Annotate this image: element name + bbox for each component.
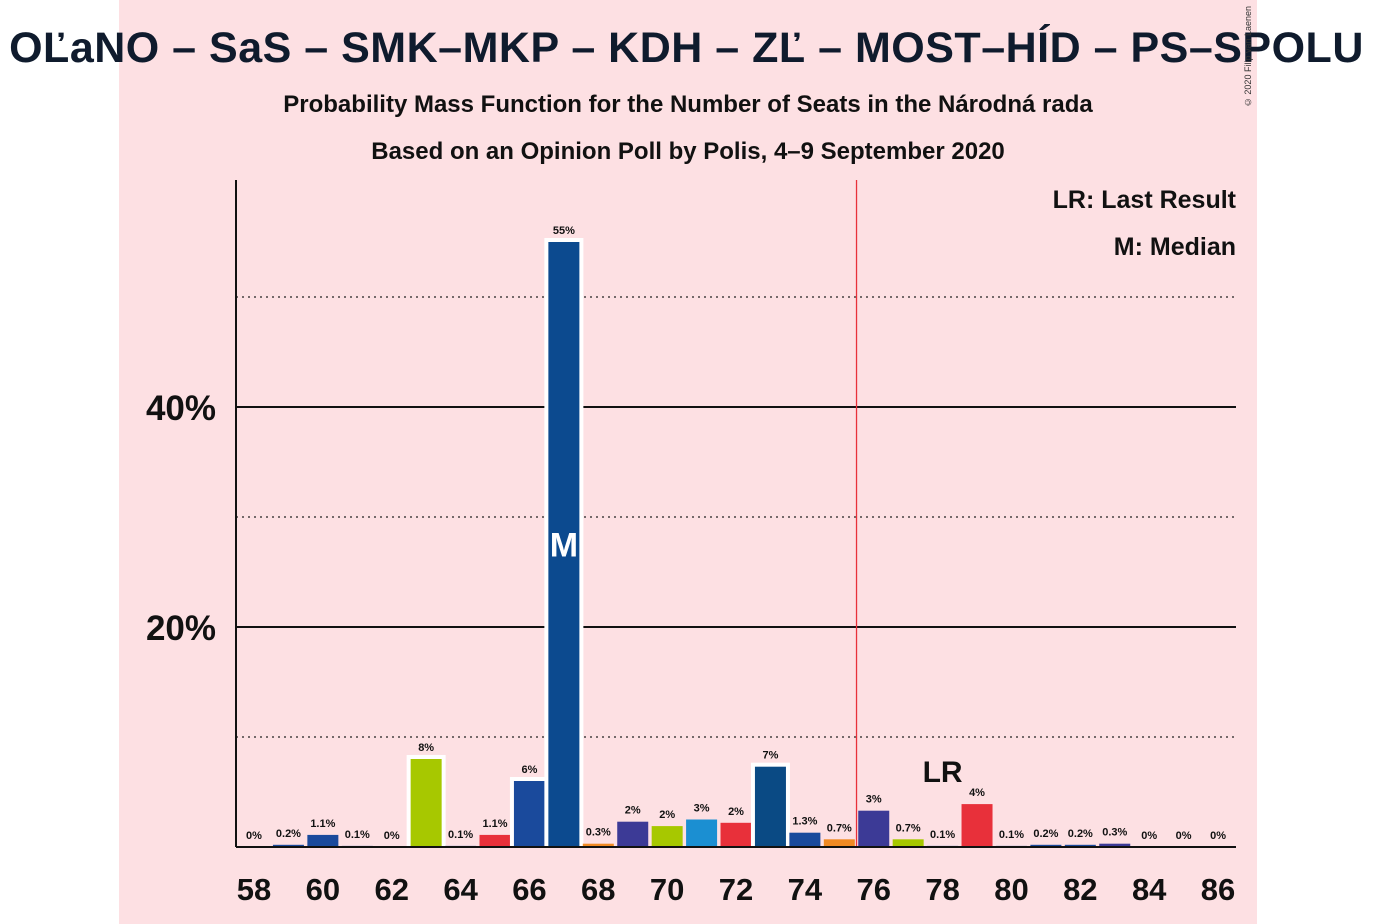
data-label-seat-84: 0% [1141,830,1157,842]
bar-seat-81 [1030,844,1062,847]
bar-seat-67 [548,242,580,847]
data-label-seat-58: 0% [246,830,262,842]
data-label-seat-86: 0% [1210,830,1226,842]
legend-median: M: Median [1113,233,1236,261]
data-label-seat-66: 6% [521,764,537,776]
median-marker: M [550,527,578,565]
data-label-seat-69: 2% [625,805,641,817]
data-label-seat-74: 1.3% [792,816,817,828]
bar-seat-72 [720,822,752,847]
bar-seat-76 [858,810,890,847]
last-result-marker: LR [923,756,963,789]
x-tick-label: 80 [994,872,1028,907]
data-label-seat-64: 0.1% [448,829,473,841]
chart-title: OĽaNO – SaS – SMK–MKP – KDH – ZĽ – MOST–… [9,24,1364,72]
data-label-seat-82: 0.2% [1068,828,1093,840]
data-label-seat-85: 0% [1176,830,1192,842]
bar-seat-65 [479,834,511,847]
y-tick-label: 20% [146,609,216,648]
chart-subtitle: Probability Mass Function for the Number… [283,91,1093,118]
data-label-seat-61: 0.1% [345,829,370,841]
chart-background-band [119,0,1257,924]
data-label-seat-75: 0.7% [827,822,852,834]
data-label-seat-63: 8% [418,742,434,754]
data-label-seat-76: 3% [866,794,882,806]
bar-seat-63 [410,759,442,847]
bar-seat-74 [789,832,821,847]
data-label-seat-70: 2% [659,809,675,821]
x-tick-label: 84 [1132,872,1167,907]
bar-seat-77 [892,839,924,847]
data-label-seat-71: 3% [694,803,710,815]
data-label-seat-78: 0.1% [930,829,955,841]
x-tick-label: 64 [443,872,478,907]
legend-last-result: LR: Last Result [1052,186,1236,214]
y-tick-label: 40% [146,389,216,428]
bar-seat-75 [823,839,855,847]
bar-seat-59 [272,844,304,847]
data-label-seat-72: 2% [728,806,744,818]
x-tick-label: 78 [925,872,959,907]
bar-seat-69 [617,821,649,847]
bar-seat-71 [686,819,718,847]
data-label-seat-81: 0.2% [1033,828,1058,840]
x-tick-label: 70 [650,872,684,907]
chart-source-subtitle: Based on an Opinion Poll by Polis, 4–9 S… [371,138,1005,165]
data-label-seat-65: 1.1% [482,818,507,830]
data-label-seat-79: 4% [969,787,985,799]
data-label-seat-83: 0.3% [1102,827,1127,839]
bar-seat-66 [513,781,545,847]
bar-seat-83 [1099,843,1131,847]
x-tick-label: 72 [719,872,753,907]
x-tick-label: 76 [856,872,890,907]
bar-seat-68 [582,843,614,847]
bar-seat-82 [1064,844,1096,847]
data-label-seat-73: 7% [762,750,778,762]
x-tick-label: 68 [581,872,615,907]
bar-seat-79 [961,804,993,847]
data-label-seat-77: 0.7% [896,822,921,834]
data-label-seat-67: 55% [553,225,575,237]
bar-seat-73 [754,766,786,847]
x-tick-label: 74 [788,872,823,907]
data-label-seat-80: 0.1% [999,829,1024,841]
x-tick-label: 62 [374,872,408,907]
x-tick-label: 58 [237,872,271,907]
data-label-seat-62: 0% [384,830,400,842]
data-label-seat-60: 1.1% [310,818,335,830]
x-tick-label: 82 [1063,872,1097,907]
x-tick-label: 60 [306,872,340,907]
data-label-seat-68: 0.3% [586,827,611,839]
x-tick-label: 86 [1201,872,1235,907]
x-tick-label: 66 [512,872,546,907]
data-label-seat-59: 0.2% [276,828,301,840]
bar-seat-60 [307,834,339,847]
bar-seat-70 [651,826,683,847]
